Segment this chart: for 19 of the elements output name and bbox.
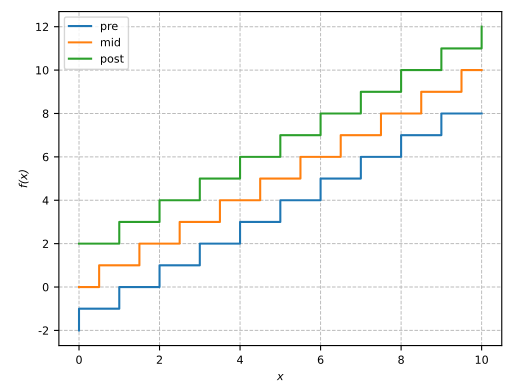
- legend-label: pre: [101, 24, 118, 32]
- x-tick-label: 4: [237, 356, 243, 364]
- y-tick-label: 0: [42, 283, 48, 292]
- x-axis-title: x: [276, 374, 284, 380]
- x-tick-label: 8: [398, 356, 404, 364]
- y-tick-label: 8: [42, 109, 48, 118]
- y-tick-label: -2: [38, 326, 48, 335]
- y-tick-label: 2: [42, 240, 48, 248]
- y-tick-label: 12: [36, 22, 48, 31]
- x-tick-label: 2: [156, 356, 162, 364]
- legend-label: mid: [101, 38, 120, 46]
- x-tick-label: 0: [76, 356, 82, 364]
- y-tick-label: 4: [42, 196, 49, 204]
- y-axis-title: f(x): [18, 170, 29, 188]
- x-tick-label: 6: [318, 356, 324, 364]
- x-tick-label: 10: [476, 356, 488, 364]
- y-tick-label: 6: [42, 152, 48, 162]
- y-tick-label: 10: [36, 66, 48, 74]
- legend-label: post: [101, 54, 124, 65]
